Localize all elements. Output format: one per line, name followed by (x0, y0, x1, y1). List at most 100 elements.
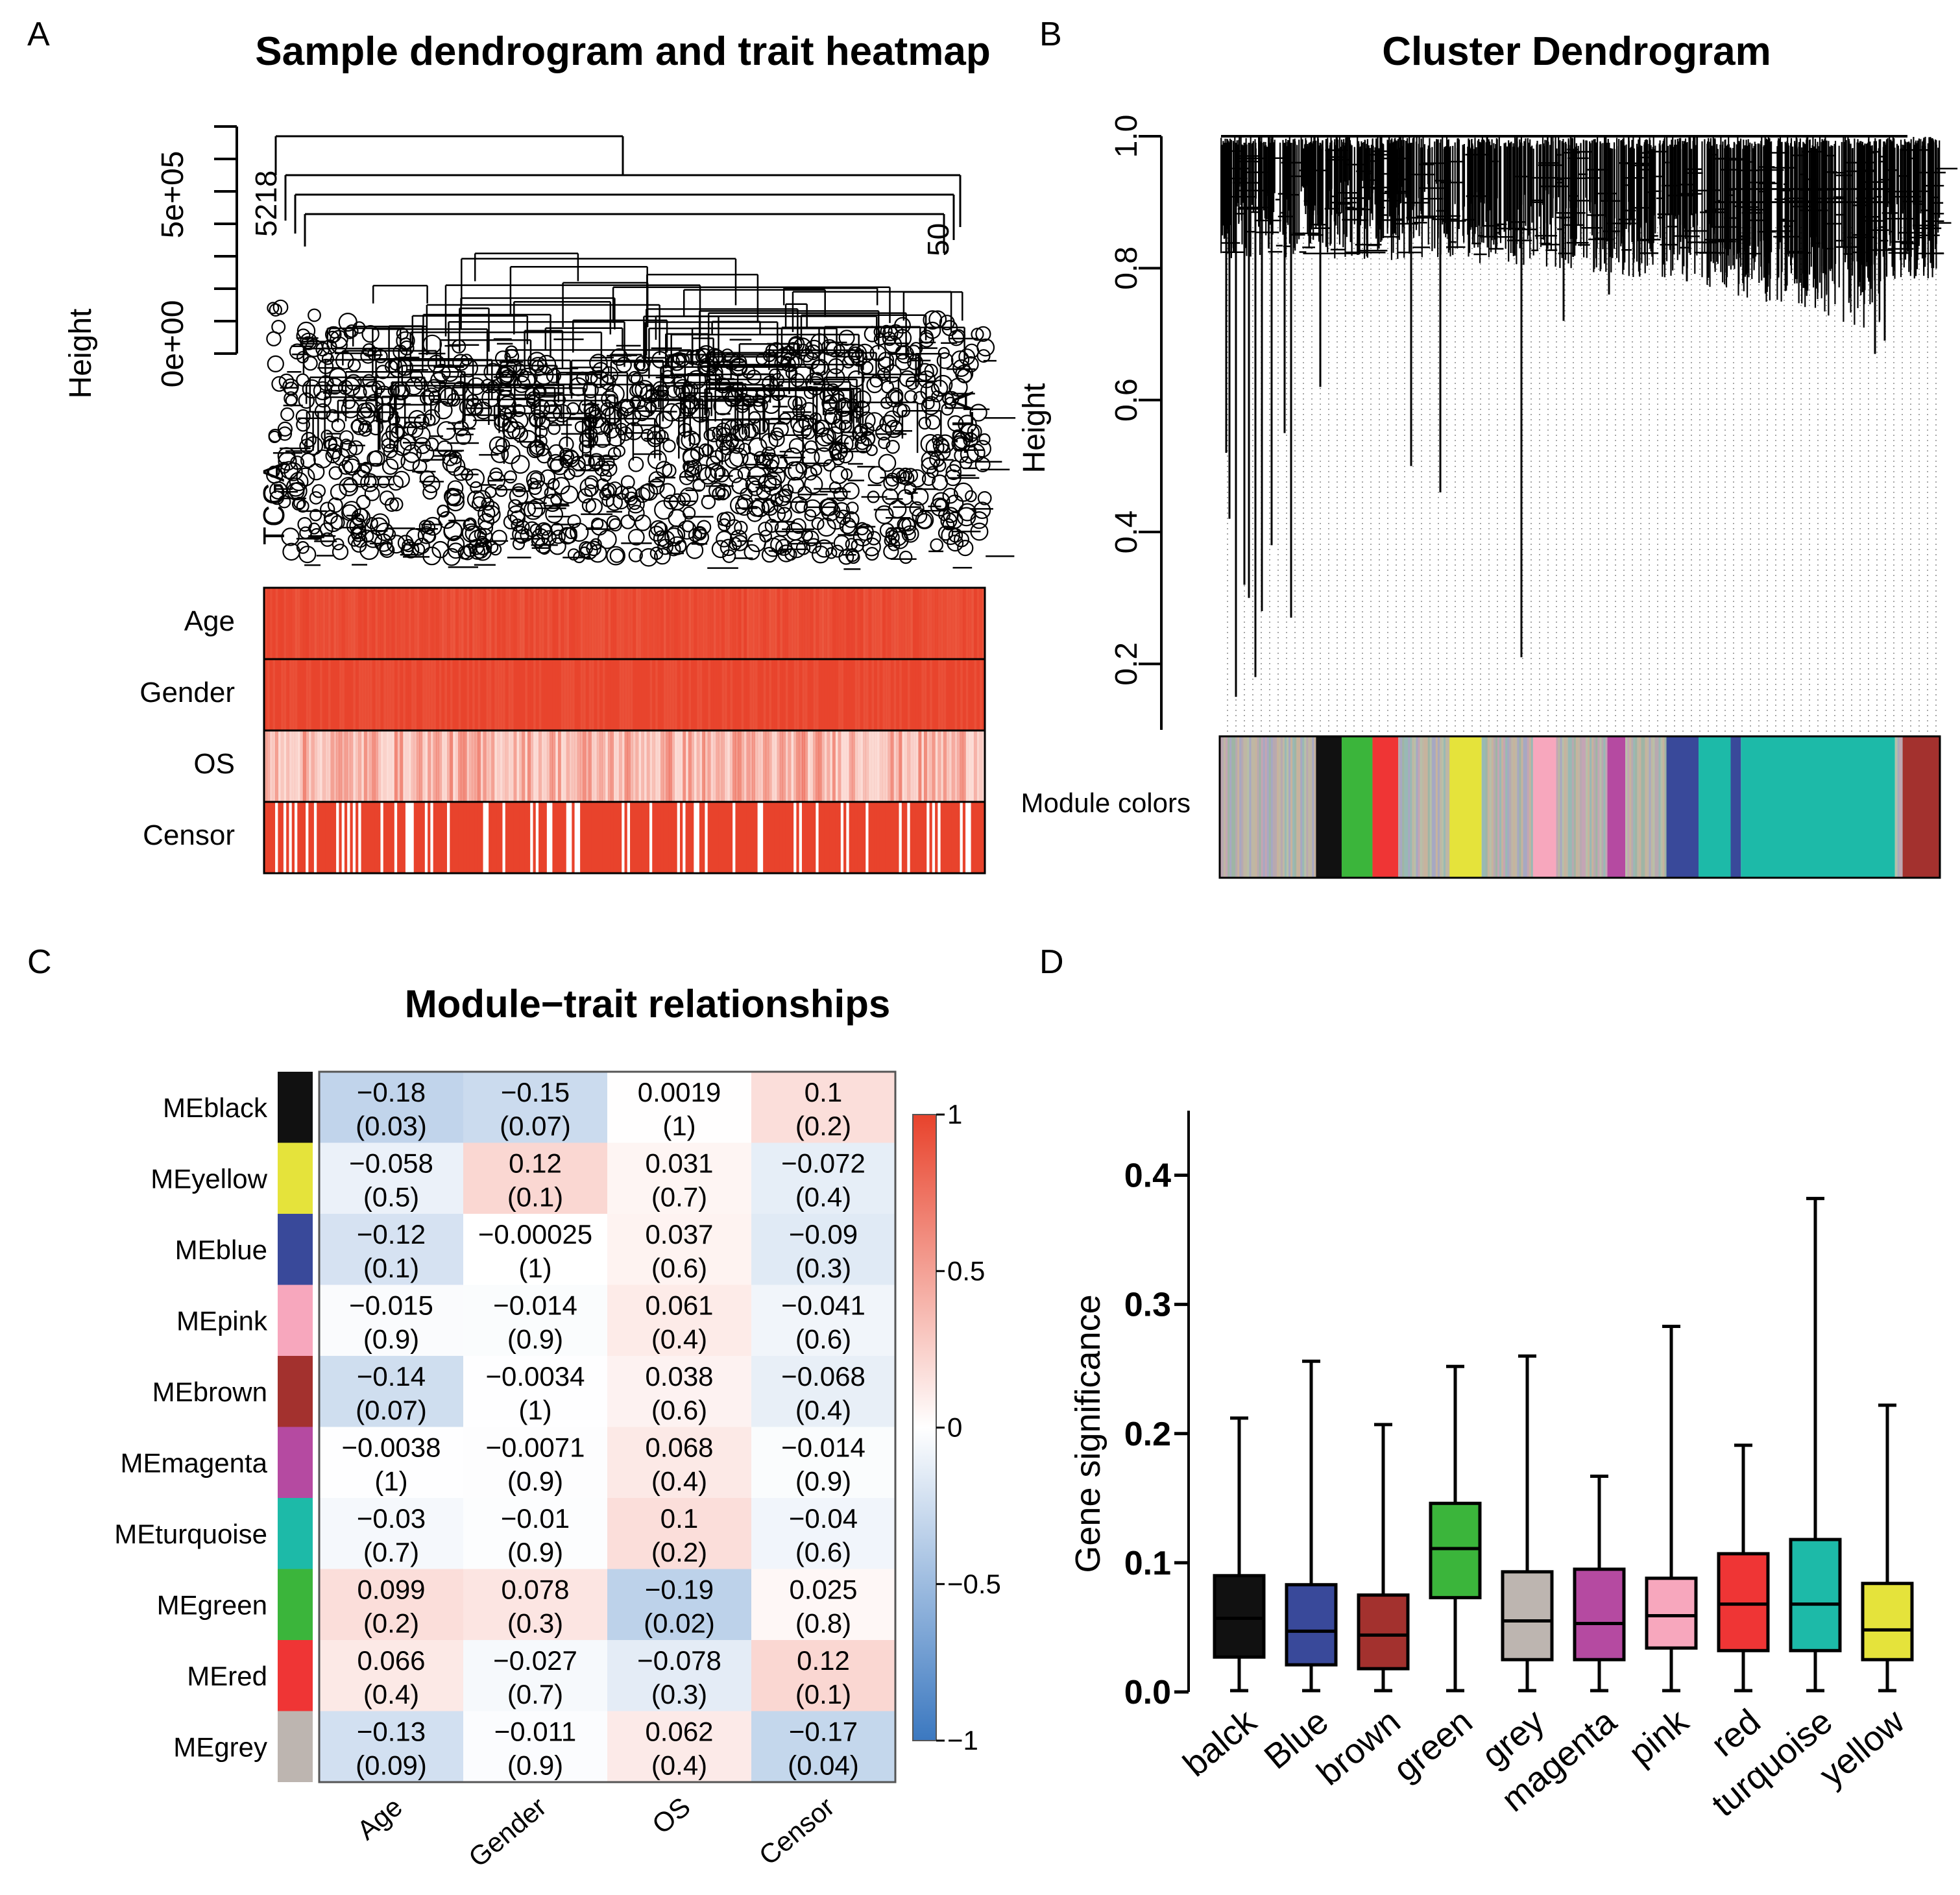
leaf-marker (941, 403, 954, 416)
leaf-marker (592, 361, 610, 380)
trait-cell (641, 588, 645, 659)
trait-cell (882, 588, 886, 659)
trait-cell (367, 659, 370, 730)
leaf-marker (855, 343, 875, 363)
trait-cell (447, 588, 450, 659)
trait-cell (694, 659, 697, 730)
leaf-marker (715, 483, 732, 500)
trait-cell (755, 730, 758, 802)
trait-cell (655, 802, 659, 873)
module-color-swatch (278, 1356, 313, 1427)
module-row-label: MEgrey (173, 1732, 267, 1762)
trait-cell (555, 588, 559, 659)
trait-cell (269, 802, 273, 873)
trait-cell (705, 588, 708, 659)
module-stripe (1581, 736, 1584, 878)
trait-cell (428, 802, 431, 873)
module-stripe (1237, 736, 1240, 878)
module-stripe (1662, 736, 1665, 878)
heatmap-cell (319, 1285, 463, 1356)
box (1789, 1538, 1842, 1652)
module-stripe (1530, 736, 1534, 878)
trait-cell (630, 588, 633, 659)
leaf-marker (405, 377, 423, 396)
leaf-label: TCGA (257, 462, 291, 545)
leaf-marker (963, 432, 978, 448)
leaf-marker (855, 522, 869, 536)
trait-cell (818, 802, 822, 873)
trait-cell (668, 659, 672, 730)
trait-label-os: OS (193, 748, 235, 780)
leaf-marker (604, 406, 622, 424)
trait-cell (574, 802, 578, 873)
module-stripe (1595, 736, 1598, 878)
trait-cell (538, 802, 542, 873)
trait-cell (455, 588, 459, 659)
leaf-marker (266, 466, 284, 484)
trait-cell (502, 730, 506, 802)
trait-cell (278, 730, 282, 802)
module-stripe (1239, 736, 1242, 878)
leaf-marker (677, 492, 691, 506)
leaf-marker (320, 501, 335, 517)
trait-cell (785, 659, 789, 730)
module-stripe (1251, 736, 1253, 878)
trait-cell (618, 588, 622, 659)
trait-cell (417, 730, 420, 802)
module-stripe (1656, 736, 1659, 878)
leaf-marker (746, 369, 762, 385)
trait-cell (428, 588, 431, 659)
trait-cell (611, 588, 614, 659)
trait-cell (691, 588, 694, 659)
trait-cell (408, 802, 412, 873)
panel-letter-a: A (27, 16, 50, 53)
trait-cell (627, 730, 631, 802)
trait-cell (605, 730, 609, 802)
heatmap-cell (319, 1142, 463, 1214)
leaf-marker (880, 324, 893, 337)
module-stripe (1284, 736, 1287, 878)
trait-cell (466, 659, 470, 730)
trait-cell (918, 730, 922, 802)
trait-cell (524, 730, 528, 802)
trait-cell (860, 730, 864, 802)
module-stripe (1629, 736, 1632, 878)
trait-cell (718, 588, 722, 659)
module-stripe (1420, 736, 1423, 878)
trait-cell (611, 730, 614, 802)
leaf-marker (880, 380, 894, 394)
trait-cell (380, 730, 384, 802)
leaf-marker (332, 448, 350, 466)
trait-cell (511, 659, 514, 730)
leaf-marker (721, 348, 734, 361)
heatmap-cell (751, 1214, 895, 1285)
trait-cell (760, 588, 764, 659)
trait-cell (771, 730, 775, 802)
trait-cell (785, 588, 789, 659)
trait-cell (508, 659, 511, 730)
trait-cell (367, 802, 370, 873)
trait-cell (849, 588, 853, 659)
leaf-marker (948, 527, 963, 543)
leaf-marker (792, 419, 812, 439)
trait-cell (352, 730, 356, 802)
leaf-marker (869, 374, 883, 388)
trait-cell (289, 730, 293, 802)
trait-cell (871, 730, 875, 802)
trait-cell (347, 588, 351, 659)
trait-cell (328, 588, 332, 659)
trait-cell (580, 802, 583, 873)
trait-cell (807, 730, 811, 802)
trait-cell (594, 588, 598, 659)
trait-cell (330, 659, 334, 730)
module-stripe (1294, 736, 1297, 878)
module-stripe (1485, 736, 1488, 878)
trait-cell (843, 802, 847, 873)
trait-cell (328, 802, 332, 873)
trait-cell (768, 802, 772, 873)
trait-cell (306, 730, 309, 802)
heatmap-value-label: −0.014 (781, 1432, 865, 1463)
trait-cell (435, 802, 439, 873)
module-stripe (1286, 736, 1289, 878)
trait-cell (976, 588, 980, 659)
